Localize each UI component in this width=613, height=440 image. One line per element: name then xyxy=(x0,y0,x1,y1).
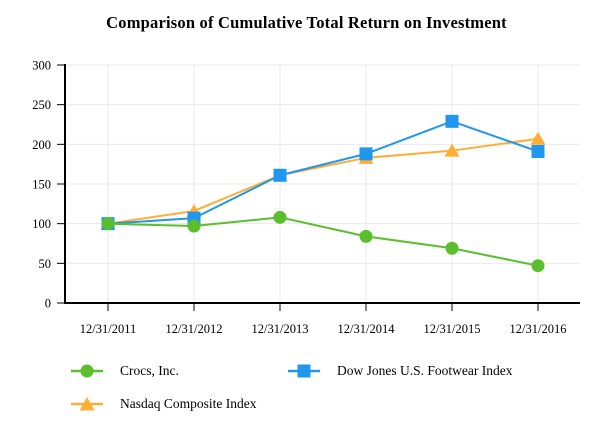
data-point-circle xyxy=(273,210,287,224)
data-point-circle xyxy=(445,241,459,255)
data-point-square xyxy=(445,114,459,128)
x-tick-label: 12/31/2014 xyxy=(338,322,396,336)
legend-marker-triangle-icon xyxy=(71,397,103,411)
series-line-square xyxy=(107,120,539,225)
chart-title: Comparison of Cumulative Total Return on… xyxy=(106,13,507,32)
legend-label: Dow Jones U.S. Footwear Index xyxy=(337,363,513,378)
x-tick-label: 12/31/2012 xyxy=(166,322,223,336)
y-tick-label: 100 xyxy=(32,217,51,231)
legend-item-dow-jones-footwear: Dow Jones U.S. Footwear Index xyxy=(287,363,512,379)
series-line-circle xyxy=(107,216,539,267)
data-point-triangle xyxy=(444,143,460,157)
legend-marker-circle-icon xyxy=(71,364,103,378)
y-tick-label: 0 xyxy=(45,297,51,311)
y-tick-label: 200 xyxy=(32,138,51,152)
y-tick-label: 150 xyxy=(32,178,51,192)
data-point-circle xyxy=(101,217,115,231)
y-tick-label: 300 xyxy=(32,59,51,73)
x-tick-label: 12/31/2011 xyxy=(80,322,136,336)
y-tick-label: 50 xyxy=(39,257,52,271)
legend-item-nasdaq-composite: Nasdaq Composite Index xyxy=(70,396,256,412)
data-point-square xyxy=(273,168,287,182)
legend-item-crocs: Crocs, Inc. xyxy=(70,363,179,379)
series-line-triangle xyxy=(107,137,539,225)
data-point-triangle xyxy=(530,131,546,145)
chart-plot-area: 0 50 100 150 200 250 300 12/31/2011 12/31/2012 12… xyxy=(32,59,580,336)
y-tick-label: 250 xyxy=(32,98,51,112)
data-point-circle xyxy=(187,219,201,233)
legend-marker-square-icon xyxy=(288,364,320,378)
data-point-circle xyxy=(531,259,545,273)
chart-legend: Crocs, Inc. Dow Jones U.S. Footwear Inde… xyxy=(0,0,613,411)
x-tick-label: 12/31/2013 xyxy=(252,322,309,336)
data-point-circle xyxy=(359,229,373,243)
x-tick-label: 12/31/2016 xyxy=(510,322,567,336)
x-tick-label: 12/31/2015 xyxy=(424,322,481,336)
data-point-square xyxy=(359,147,373,161)
legend-label: Nasdaq Composite Index xyxy=(120,396,257,411)
data-point-square xyxy=(531,144,545,158)
legend-label: Crocs, Inc. xyxy=(120,363,179,378)
